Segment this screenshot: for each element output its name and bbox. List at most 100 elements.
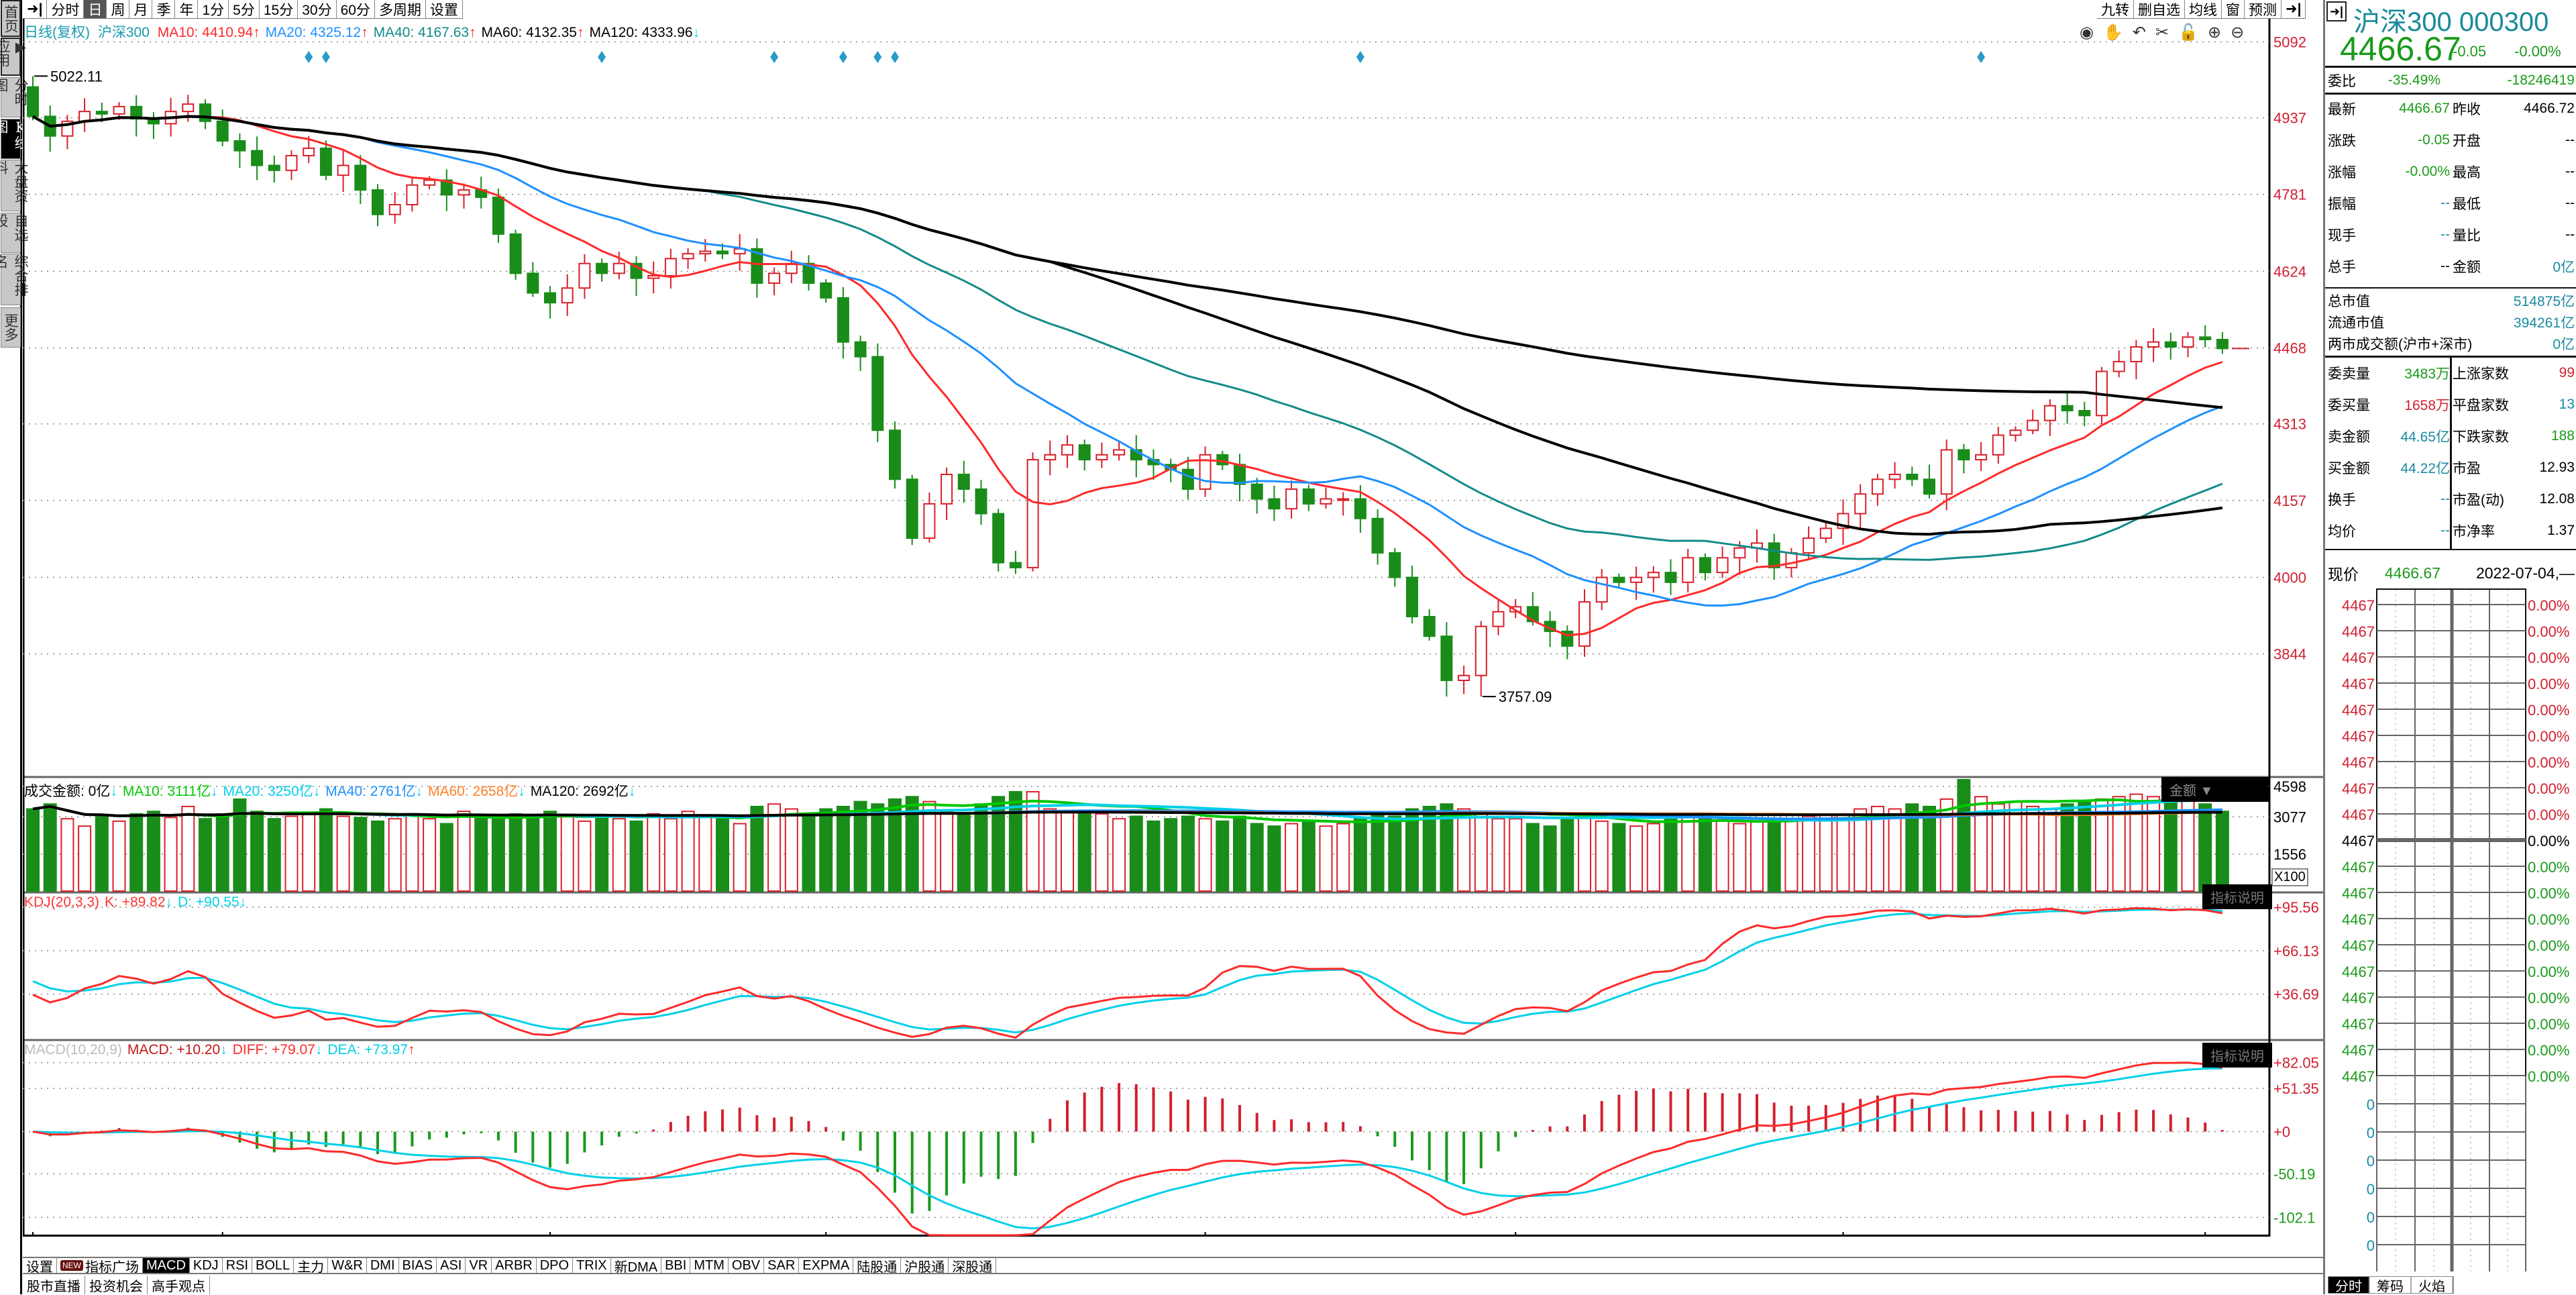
signal-marker-icon [839,51,847,63]
sidebar-item[interactable]: 更多 [1,307,21,348]
period-button[interactable]: 年 [175,0,199,18]
row-value: -- [2565,195,2575,211]
legend-item: MA10: 3111亿 [122,784,211,799]
undo-icon[interactable]: ↶ [2132,23,2146,42]
candle-up [1751,529,1763,563]
indicator-tab[interactable]: RSI [222,1258,253,1273]
indicator-tab[interactable]: SAR [764,1258,800,1273]
row-value: 12.93 [2539,460,2575,475]
volume-bar-down [1525,823,1540,892]
bottom-tab[interactable]: 投资机会 [85,1276,148,1294]
indicator-tab[interactable]: ASI [437,1258,466,1273]
sidebar-item[interactable]: 综合排名 [0,254,29,305]
indicator-tab[interactable]: 新DMA [610,1258,662,1275]
quote-tab[interactable]: 火焰 [2412,1277,2453,1294]
signal-marker-icon [891,51,899,63]
indicator-tab[interactable]: BBI [661,1258,691,1273]
arrow-down-icon: ↓ [692,25,700,40]
indicator-tab[interactable]: 深股通 [949,1258,997,1275]
indicator-tab[interactable]: 设置 [23,1258,57,1275]
period-button[interactable]: 30分 [298,0,337,18]
sidebar-item[interactable]: 自选股 [0,213,29,253]
bottom-tab[interactable]: 股市直播 [23,1276,85,1294]
scissors-icon[interactable]: ✂ [2155,23,2169,42]
volume-bar-down [526,815,540,892]
indicator-tab[interactable]: 陆股通 [853,1258,902,1275]
indicator-tab[interactable]: MTM [690,1258,729,1273]
sidebar-item[interactable]: 分时图 [0,77,29,117]
period-button[interactable]: 多周期 [374,0,426,18]
ladder-price: 4467 [2342,780,2375,797]
lock-icon[interactable]: 🔓 [2178,23,2198,42]
indicator-tab[interactable]: OBV [728,1258,765,1273]
indicator-tab[interactable]: ARBR [492,1258,537,1273]
volume-bar-up [1578,815,1591,892]
chart-tool-button[interactable]: 窗 [2222,0,2245,18]
period-button[interactable]: 设置 [425,0,463,18]
period-button[interactable]: 分时 [47,0,85,18]
quote-tab[interactable]: 筹码 [2370,1277,2412,1294]
chart-tool-button[interactable]: 预测 [2245,0,2282,18]
kdj-help-button[interactable]: 指标说明 [2202,884,2272,909]
candle-body [699,250,712,255]
collapse-toggle-icon[interactable]: ➜| [23,0,48,18]
indicator-tab[interactable]: BIAS [398,1258,437,1273]
quote-tab[interactable]: 分时 [2328,1277,2370,1294]
indicator-tab[interactable]: MACD [143,1258,190,1273]
expand-toggle-icon[interactable]: ➜| [2282,0,2306,18]
indicator-tab[interactable]: DMI [366,1258,399,1273]
macd-help-button[interactable]: 指标说明 [2202,1043,2272,1068]
period-button[interactable]: 日 [84,0,107,18]
volume-bar-up [940,811,954,892]
candle-down [268,155,280,183]
period-button[interactable]: 1分 [198,0,229,18]
volume-bar-down [629,820,643,892]
sidebar-item[interactable]: ▶ 应用 [0,38,29,76]
candle-up [1595,569,1608,611]
volume-type-dropdown[interactable]: 金额 ▼ [2161,777,2269,802]
period-button[interactable]: 15分 [259,0,299,18]
candle-body [1061,444,1073,456]
bottom-tab[interactable]: 高手观点 [148,1276,210,1294]
sidebar-item[interactable]: 大盘资料 [0,160,29,211]
sidebar-item[interactable]: 首页 [1,0,21,37]
sidebar-item[interactable]: K线图 [0,119,29,159]
indicator-tab[interactable]: NEW 指标广场 [57,1258,143,1275]
volume-bar-up [1715,820,1729,892]
ladder-price: 4467 [2342,833,2375,849]
indicator-tab[interactable]: EXPMA [799,1258,854,1273]
candle-down [992,509,1005,572]
period-button[interactable]: 月 [129,0,153,18]
candle-up [1854,484,1867,528]
kline-chart[interactable]: 5092 4937 4781 4624 4468 4313 4157 4000 3844 4598… [23,19,2323,1237]
zoom-in-icon[interactable]: ⊕ [2207,23,2222,42]
indicator-tab[interactable]: DPO [536,1258,574,1273]
axis-tick-label: 4624 [2273,263,2306,280]
zoom-out-icon[interactable]: ⊖ [2231,23,2245,42]
chart-tool-button[interactable]: 九转 [2097,0,2134,18]
indicator-tab[interactable]: BOLL [252,1258,294,1273]
chart-tool-button[interactable]: 均线 [2185,0,2222,18]
candle-down [802,255,815,291]
period-button[interactable]: 60分 [336,0,375,18]
candle-body [1682,557,1695,583]
indicator-tab[interactable]: TRIX [573,1258,611,1273]
candle-body [1268,498,1281,510]
period-button[interactable]: 5分 [229,0,260,18]
axis-tick-label: +66.13 [2273,943,2319,960]
period-button[interactable]: 季 [152,0,176,18]
eye-icon[interactable]: ◉ [2080,23,2094,42]
chart-tool-button[interactable]: 删自选 [2134,0,2185,18]
indicator-tab[interactable]: 主力 [294,1258,329,1275]
indicator-tab[interactable]: KDJ [189,1258,223,1273]
indicator-tab[interactable]: VR [466,1258,492,1273]
period-button[interactable]: 周 [107,0,130,18]
kdj-k-line [32,907,2223,1039]
weibi-label: 委比 [2328,74,2356,89]
indicator-tab[interactable]: W&R [328,1258,367,1273]
panel-collapse-icon[interactable]: ➜| [2326,1,2347,21]
low-annotation: 3757.09 [1499,688,1552,705]
hand-icon[interactable]: ✋ [2102,23,2123,42]
volume-bar-down [1543,825,1557,892]
indicator-tab[interactable]: 沪股通 [901,1258,949,1275]
